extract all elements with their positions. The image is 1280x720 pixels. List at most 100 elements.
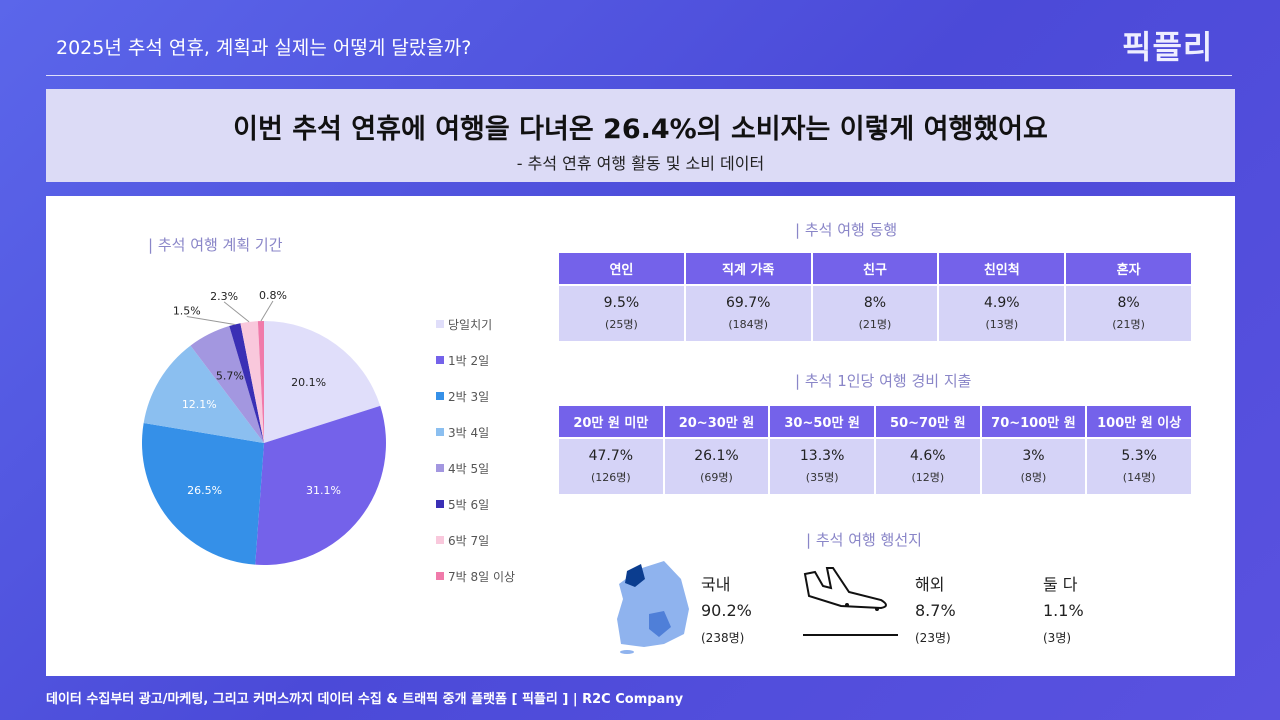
cell-count: (14명) (1122, 471, 1156, 484)
column-header: 친인척 (939, 253, 1065, 284)
content-panel: | 추석 여행 계획 기간 20.1% 31.1% 26.5% 12.1% 5.7% 1.… (46, 196, 1235, 676)
table-cell: 47.7% (126명) (559, 439, 663, 494)
destination-count: (238명) (701, 631, 745, 645)
legend-swatch (436, 428, 444, 436)
cell-pct: 4.6% (910, 448, 946, 464)
legend-label: 2박 3일 (448, 389, 490, 404)
column-header: 혼자 (1066, 253, 1191, 284)
destination-pct: 8.7% (915, 601, 956, 620)
cell-count: (21명) (858, 318, 892, 331)
pie-slice (142, 422, 264, 565)
pie-title: | 추석 여행 계획 기간 (148, 236, 283, 254)
korea-map-icon (617, 561, 689, 654)
airplane-icon (803, 567, 898, 636)
legend-swatch (436, 392, 444, 400)
table-cell: 13.3% (35명) (770, 439, 874, 494)
legend-label: 7박 8일 이상 (448, 569, 516, 584)
destination-label: 둘 다 (1043, 575, 1078, 594)
cell-count: (126명) (590, 471, 631, 484)
legend-label: 5박 6일 (448, 497, 490, 512)
header-title: 2025년 추석 연휴, 계획과 실제는 어떻게 달랐을까? (56, 37, 472, 59)
cell-count: (69명) (700, 471, 733, 484)
column-header: 30~50만 원 (770, 406, 874, 437)
cell-pct: 47.7% (588, 448, 634, 464)
destination-pct: 90.2% (701, 601, 752, 620)
slice-label: 12.1% (182, 398, 217, 411)
slice-label: 1.5% (173, 305, 201, 318)
leader-line (186, 316, 235, 326)
legend-item: 2박 3일 (436, 378, 515, 414)
table-cell: 3% (8명) (981, 439, 1086, 494)
slice-label: 26.5% (187, 484, 222, 497)
legend-item: 6박 7일 (436, 522, 515, 558)
table-cell: 26.1% (69명) (664, 439, 769, 494)
table-cell: 4.6% (12명) (875, 439, 980, 494)
table-row: 9.5% (25명) 69.7% (184명) 8% (21명) 4.9% (13명) 8% (2… (559, 286, 1191, 341)
cell-count: (12명) (911, 471, 945, 484)
legend-swatch (436, 536, 444, 544)
cell-count: (35명) (805, 471, 839, 484)
pie-slice (257, 321, 264, 443)
legend-swatch (436, 356, 444, 364)
slice-label: 20.1% (291, 376, 326, 389)
destination-label: 해외 (915, 575, 945, 594)
cell-pct: 4.9% (984, 295, 1020, 311)
spend-table: 20만 원 미만 20~30만 원 30~50만 원 50~70만 원 70~100만 … (557, 404, 1193, 496)
column-header: 친구 (812, 253, 938, 284)
footer: 데이터 수집부터 광고/마케팅, 그리고 커머스까지 데이터 수집 & 트래픽 … (46, 692, 684, 707)
table-cell: 8% (21명) (812, 286, 938, 341)
slice-label: 0.8% (259, 289, 287, 302)
divider (46, 75, 1232, 76)
destination-domestic: 국내 90.2% (238명) (701, 572, 752, 651)
legend-item: 당일치기 (436, 306, 515, 342)
cell-count: (8명) (1020, 471, 1047, 484)
column-header: 70~100만 원 (981, 406, 1086, 437)
legend-swatch (436, 464, 444, 472)
cell-pct: 69.7% (725, 295, 771, 311)
legend-item: 3박 4일 (436, 414, 515, 450)
legend-swatch (436, 572, 444, 580)
pie-slice (255, 405, 386, 565)
destination-label: 국내 (701, 575, 731, 594)
pie-slice (229, 323, 264, 443)
table-row: 47.7% (126명) 26.1% (69명) 13.3% (35명) 4.6% (12명)… (559, 439, 1191, 494)
legend-label: 1박 2일 (448, 353, 490, 368)
legend-label: 4박 5일 (448, 461, 490, 476)
pie-slice (143, 345, 264, 443)
cell-pct: 9.5% (603, 295, 640, 311)
destination-overseas: 해외 8.7% (23명) (915, 572, 956, 651)
destination-title: | 추석 여행 행선지 (806, 531, 922, 549)
destination-count: (3명) (1043, 631, 1072, 645)
cell-count: (184명) (728, 318, 769, 331)
legend-swatch (436, 500, 444, 508)
destination-both: 둘 다 1.1% (3명) (1043, 572, 1084, 651)
column-header: 50~70만 원 (875, 406, 980, 437)
pie-chart: 20.1% 31.1% 26.5% 12.1% 5.7% 1.5% 2.3% 0.8% (142, 289, 386, 565)
table-cell: 5.3% (14명) (1087, 439, 1191, 494)
cell-pct: 13.3% (799, 448, 845, 464)
legend-label: 6박 7일 (448, 533, 490, 548)
legend-item: 1박 2일 (436, 342, 515, 378)
logo: 픽플리 (1122, 28, 1214, 66)
cell-count: (21명) (1112, 318, 1145, 331)
column-header: 20만 원 미만 (559, 406, 663, 437)
leader-line (260, 300, 274, 322)
header-row: 20만 원 미만 20~30만 원 30~50만 원 50~70만 원 70~100만 … (559, 406, 1191, 437)
column-header: 20~30만 원 (664, 406, 769, 437)
pie-legend: 당일치기 1박 2일 2박 3일 3박 4일 4박 5일 5박 6일 6박 7일 7박 8일 … (436, 306, 515, 594)
destination-pct: 1.1% (1043, 601, 1084, 620)
slice-label: 31.1% (306, 484, 341, 497)
legend-item: 7박 8일 이상 (436, 558, 515, 594)
pie-slice (240, 321, 264, 443)
header-row: 연인 직계 가족 친구 친인척 혼자 (559, 253, 1191, 284)
slice-label: 5.7% (216, 369, 244, 382)
cell-pct: 26.1% (694, 448, 739, 464)
cell-pct: 8% (863, 295, 887, 311)
banner-title: 이번 추석 연휴에 여행을 다녀온 26.4%의 소비자는 이렇게 여행했어요 (233, 114, 1048, 145)
legend-label: 당일치기 (448, 317, 493, 332)
companion-table: 연인 직계 가족 친구 친인척 혼자 9.5% (25명) 69.7% (184명) 8% (21명… (557, 251, 1193, 343)
cell-count: (25명) (605, 318, 638, 331)
cell-pct: 5.3% (1121, 448, 1157, 464)
pie-slice (264, 321, 381, 443)
destination-count: (23명) (915, 631, 951, 645)
